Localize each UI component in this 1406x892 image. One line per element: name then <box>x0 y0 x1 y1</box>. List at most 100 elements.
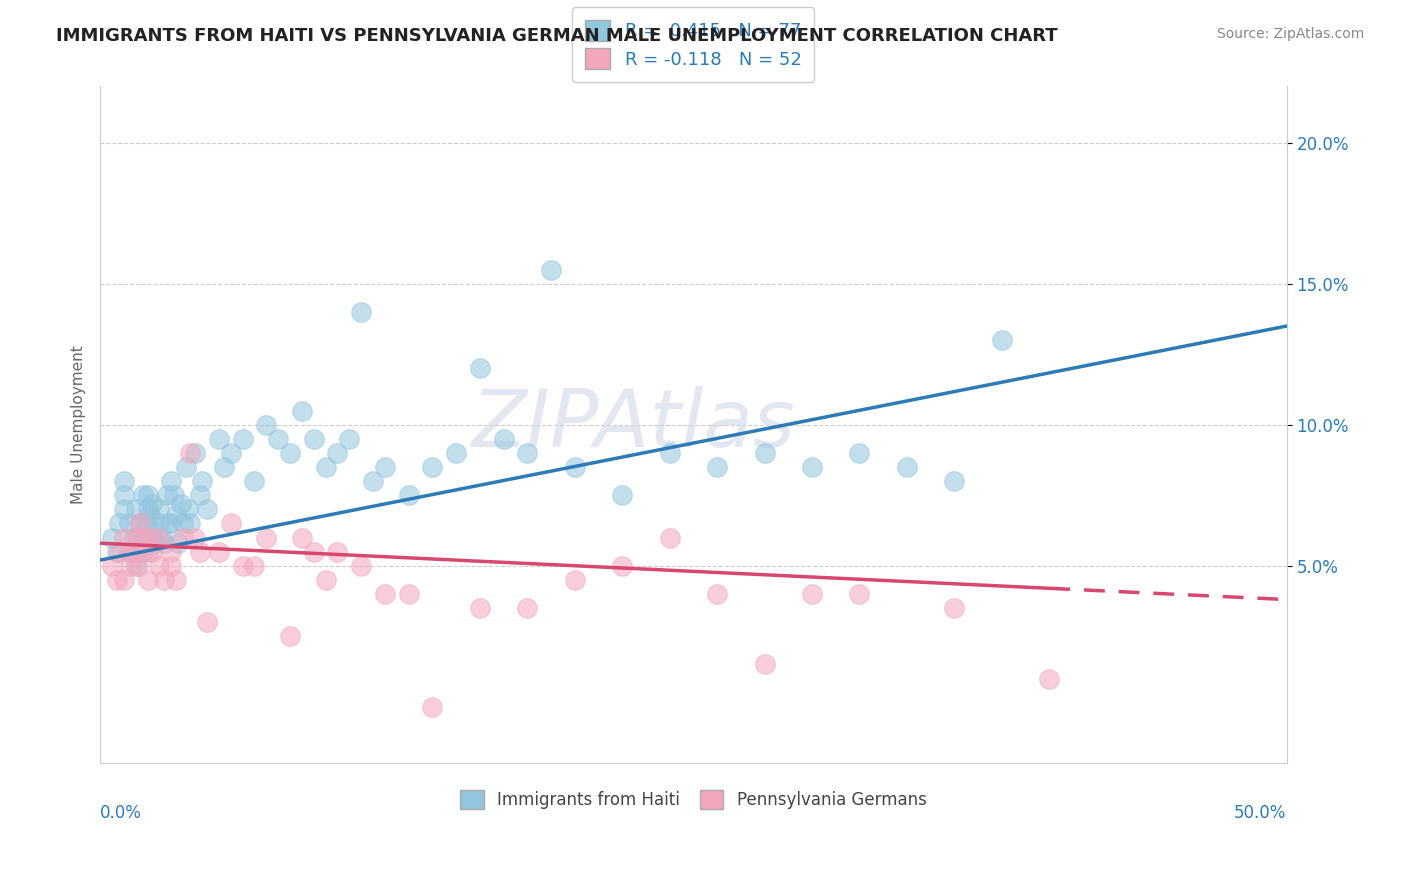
Point <box>195 615 218 629</box>
Point <box>127 558 149 573</box>
Point <box>231 558 253 573</box>
Point <box>112 531 135 545</box>
Point <box>160 516 183 531</box>
Point <box>219 446 242 460</box>
Point <box>148 531 170 545</box>
Point <box>350 305 373 319</box>
Point <box>254 531 277 545</box>
Point <box>184 531 207 545</box>
Point <box>157 516 180 531</box>
Point <box>278 629 301 643</box>
Text: ZIPAtlas: ZIPAtlas <box>472 385 796 464</box>
Point <box>254 417 277 432</box>
Point <box>219 516 242 531</box>
Point <box>155 488 177 502</box>
Point <box>302 544 325 558</box>
Point <box>564 573 586 587</box>
Y-axis label: Male Unemployment: Male Unemployment <box>72 345 86 504</box>
Point <box>141 497 163 511</box>
Point <box>136 516 159 531</box>
Point <box>243 474 266 488</box>
Point <box>420 699 443 714</box>
Point <box>706 460 728 475</box>
Point <box>165 508 187 522</box>
Point <box>1038 672 1060 686</box>
Point <box>658 446 681 460</box>
Point <box>132 544 155 558</box>
Point <box>127 531 149 545</box>
Point <box>136 573 159 587</box>
Point <box>278 446 301 460</box>
Point <box>117 544 139 558</box>
Point <box>326 446 349 460</box>
Point <box>212 460 235 475</box>
Point <box>267 432 290 446</box>
Point <box>754 657 776 672</box>
Point <box>129 516 152 531</box>
Text: Source: ZipAtlas.com: Source: ZipAtlas.com <box>1216 27 1364 41</box>
Point <box>706 587 728 601</box>
Point <box>943 474 966 488</box>
Point <box>516 446 538 460</box>
Point <box>801 587 824 601</box>
Point <box>658 531 681 545</box>
Point <box>139 508 162 522</box>
Point <box>120 558 142 573</box>
Point <box>188 544 211 558</box>
Point <box>141 544 163 558</box>
Point <box>160 558 183 573</box>
Point <box>179 516 201 531</box>
Point <box>208 544 231 558</box>
Point <box>188 488 211 502</box>
Point <box>179 446 201 460</box>
Point <box>398 587 420 601</box>
Point <box>302 432 325 446</box>
Point <box>167 536 190 550</box>
Point <box>516 601 538 615</box>
Point <box>163 488 186 502</box>
Point <box>172 516 194 531</box>
Point <box>191 474 214 488</box>
Legend: Immigrants from Haiti, Pennsylvania Germans: Immigrants from Haiti, Pennsylvania Germ… <box>447 777 939 822</box>
Point <box>125 558 148 573</box>
Point <box>120 544 142 558</box>
Point <box>174 460 197 475</box>
Point <box>112 474 135 488</box>
Point <box>160 544 183 558</box>
Point <box>132 488 155 502</box>
Text: IMMIGRANTS FROM HAITI VS PENNSYLVANIA GERMAN MALE UNEMPLOYMENT CORRELATION CHART: IMMIGRANTS FROM HAITI VS PENNSYLVANIA GE… <box>56 27 1057 45</box>
Point <box>125 531 148 545</box>
Point <box>108 544 131 558</box>
Point <box>374 460 396 475</box>
Point <box>148 502 170 516</box>
Point <box>136 536 159 550</box>
Point <box>148 558 170 573</box>
Point <box>398 488 420 502</box>
Point <box>134 531 156 545</box>
Point <box>468 601 491 615</box>
Point <box>122 531 145 545</box>
Point <box>117 516 139 531</box>
Point <box>153 536 176 550</box>
Point <box>136 502 159 516</box>
Point <box>139 531 162 545</box>
Point <box>101 531 124 545</box>
Point <box>754 446 776 460</box>
Point <box>172 531 194 545</box>
Point <box>165 573 187 587</box>
Point <box>848 446 870 460</box>
Point <box>315 573 337 587</box>
Point <box>136 488 159 502</box>
Point <box>160 474 183 488</box>
Point <box>326 544 349 558</box>
Point <box>108 516 131 531</box>
Point <box>420 460 443 475</box>
Point <box>112 502 135 516</box>
Point <box>540 262 562 277</box>
Point <box>564 460 586 475</box>
Point <box>125 544 148 558</box>
Point <box>129 516 152 531</box>
Point <box>991 333 1014 347</box>
Text: 50.0%: 50.0% <box>1234 804 1286 822</box>
Point <box>291 531 314 545</box>
